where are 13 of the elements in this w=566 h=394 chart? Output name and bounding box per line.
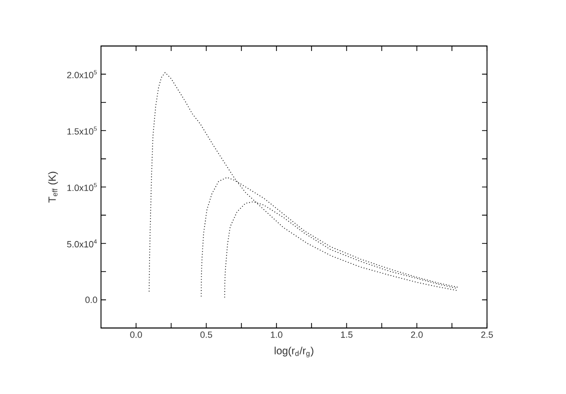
x-tick-label: 2.0: [411, 332, 423, 338]
x-tick-label: 2.5: [481, 332, 493, 338]
x-axis-title: log(r$_{d}$/r$_{g}$): [274, 346, 314, 358]
y-tick-label: 1.0x10$^{5}$: [67, 183, 97, 192]
y-tick-label: 5.0x10$^{4}$: [67, 239, 97, 248]
x-tick-label: 0.0: [130, 332, 142, 338]
x-tick-label: 1.0: [270, 332, 282, 338]
y-tick-label: 2.0x10$^{5}$: [67, 70, 97, 78]
x-tick-label: 0.5: [200, 332, 212, 338]
y-tick-label: 0.0: [85, 296, 98, 303]
y-axis-title: T$_{eff}$ (K): [48, 172, 58, 203]
x-tick-label: 1.5: [341, 332, 352, 338]
y-tick-label: 1.5x10$^{5}$: [67, 126, 97, 135]
